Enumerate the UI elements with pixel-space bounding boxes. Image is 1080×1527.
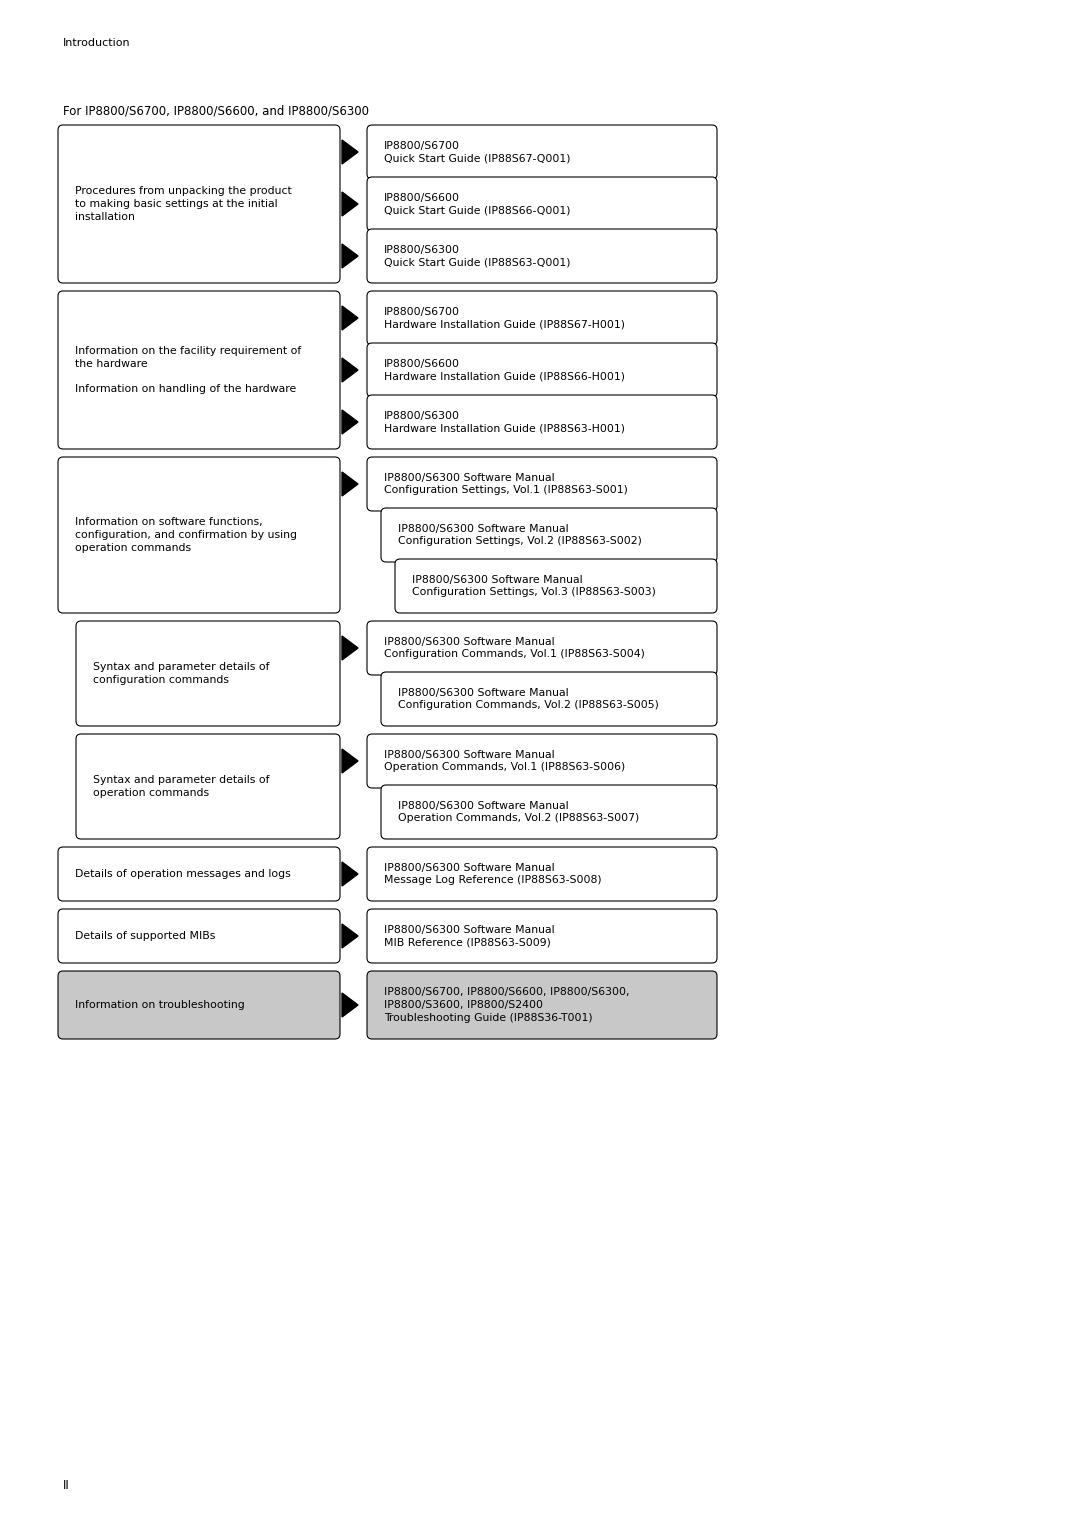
Text: For IP8800/S6700, IP8800/S6600, and IP8800/S6300: For IP8800/S6700, IP8800/S6600, and IP88… <box>63 105 369 118</box>
Text: II: II <box>63 1480 70 1492</box>
Text: IP8800/S6300 Software Manual
Operation Commands, Vol.1 (IP88S63-S006): IP8800/S6300 Software Manual Operation C… <box>384 750 625 773</box>
FancyBboxPatch shape <box>367 125 717 179</box>
Polygon shape <box>342 357 357 382</box>
Text: IP8800/S6300 Software Manual
Configuration Commands, Vol.2 (IP88S63-S005): IP8800/S6300 Software Manual Configurati… <box>399 687 659 710</box>
FancyBboxPatch shape <box>381 672 717 725</box>
FancyBboxPatch shape <box>381 508 717 562</box>
Polygon shape <box>342 924 357 948</box>
Text: IP8800/S6300 Software Manual
MIB Reference (IP88S63-S009): IP8800/S6300 Software Manual MIB Referen… <box>384 925 555 947</box>
Text: Information on the facility requirement of
the hardware

Information on handling: Information on the facility requirement … <box>75 345 301 394</box>
Text: IP8800/S6300
Quick Start Guide (IP88S63-Q001): IP8800/S6300 Quick Start Guide (IP88S63-… <box>384 244 570 267</box>
FancyBboxPatch shape <box>58 847 340 901</box>
Text: Information on software functions,
configuration, and confirmation by using
oper: Information on software functions, confi… <box>75 518 297 553</box>
FancyBboxPatch shape <box>381 785 717 838</box>
FancyBboxPatch shape <box>367 292 717 345</box>
FancyBboxPatch shape <box>367 734 717 788</box>
FancyBboxPatch shape <box>367 229 717 282</box>
Text: IP8800/S6300 Software Manual
Configuration Commands, Vol.1 (IP88S63-S004): IP8800/S6300 Software Manual Configurati… <box>384 637 645 660</box>
Text: Details of operation messages and logs: Details of operation messages and logs <box>75 869 291 880</box>
Text: Introduction: Introduction <box>63 38 131 47</box>
Text: IP8800/S6300 Software Manual
Configuration Settings, Vol.2 (IP88S63-S002): IP8800/S6300 Software Manual Configurati… <box>399 524 642 547</box>
FancyBboxPatch shape <box>58 125 340 282</box>
Text: IP8800/S6700, IP8800/S6600, IP8800/S6300,
IP8800/S3600, IP8800/S2400
Troubleshoo: IP8800/S6700, IP8800/S6600, IP8800/S6300… <box>384 986 630 1023</box>
FancyBboxPatch shape <box>58 457 340 612</box>
FancyBboxPatch shape <box>76 621 340 725</box>
Polygon shape <box>342 472 357 496</box>
FancyBboxPatch shape <box>58 909 340 964</box>
Polygon shape <box>342 637 357 660</box>
Polygon shape <box>342 192 357 215</box>
FancyBboxPatch shape <box>367 847 717 901</box>
Text: IP8800/S6600
Hardware Installation Guide (IP88S66-H001): IP8800/S6600 Hardware Installation Guide… <box>384 359 625 382</box>
Polygon shape <box>342 993 357 1017</box>
FancyBboxPatch shape <box>367 909 717 964</box>
Polygon shape <box>342 305 357 330</box>
FancyBboxPatch shape <box>367 457 717 512</box>
Text: IP8800/S6700
Quick Start Guide (IP88S67-Q001): IP8800/S6700 Quick Start Guide (IP88S67-… <box>384 140 570 163</box>
FancyBboxPatch shape <box>395 559 717 612</box>
FancyBboxPatch shape <box>58 971 340 1038</box>
Polygon shape <box>342 140 357 163</box>
Polygon shape <box>342 750 357 773</box>
Text: Syntax and parameter details of
operation commands: Syntax and parameter details of operatio… <box>93 776 270 799</box>
Polygon shape <box>342 244 357 269</box>
Text: IP8800/S6300 Software Manual
Configuration Settings, Vol.3 (IP88S63-S003): IP8800/S6300 Software Manual Configurati… <box>411 574 656 597</box>
FancyBboxPatch shape <box>367 344 717 397</box>
Text: Details of supported MIBs: Details of supported MIBs <box>75 931 215 941</box>
Text: IP8800/S6300 Software Manual
Configuration Settings, Vol.1 (IP88S63-S001): IP8800/S6300 Software Manual Configurati… <box>384 472 627 495</box>
Text: Information on troubleshooting: Information on troubleshooting <box>75 1000 245 1009</box>
Text: IP8800/S6700
Hardware Installation Guide (IP88S67-H001): IP8800/S6700 Hardware Installation Guide… <box>384 307 625 330</box>
Text: IP8800/S6300 Software Manual
Operation Commands, Vol.2 (IP88S63-S007): IP8800/S6300 Software Manual Operation C… <box>399 800 639 823</box>
FancyBboxPatch shape <box>76 734 340 838</box>
Polygon shape <box>342 411 357 434</box>
FancyBboxPatch shape <box>58 292 340 449</box>
Text: Procedures from unpacking the product
to making basic settings at the initial
in: Procedures from unpacking the product to… <box>75 186 292 221</box>
Text: Syntax and parameter details of
configuration commands: Syntax and parameter details of configur… <box>93 663 270 686</box>
Text: IP8800/S6300
Hardware Installation Guide (IP88S63-H001): IP8800/S6300 Hardware Installation Guide… <box>384 411 625 434</box>
FancyBboxPatch shape <box>367 395 717 449</box>
Text: IP8800/S6300 Software Manual
Message Log Reference (IP88S63-S008): IP8800/S6300 Software Manual Message Log… <box>384 863 602 886</box>
FancyBboxPatch shape <box>367 177 717 231</box>
FancyBboxPatch shape <box>367 621 717 675</box>
Polygon shape <box>342 863 357 886</box>
Text: IP8800/S6600
Quick Start Guide (IP88S66-Q001): IP8800/S6600 Quick Start Guide (IP88S66-… <box>384 192 570 215</box>
FancyBboxPatch shape <box>367 971 717 1038</box>
